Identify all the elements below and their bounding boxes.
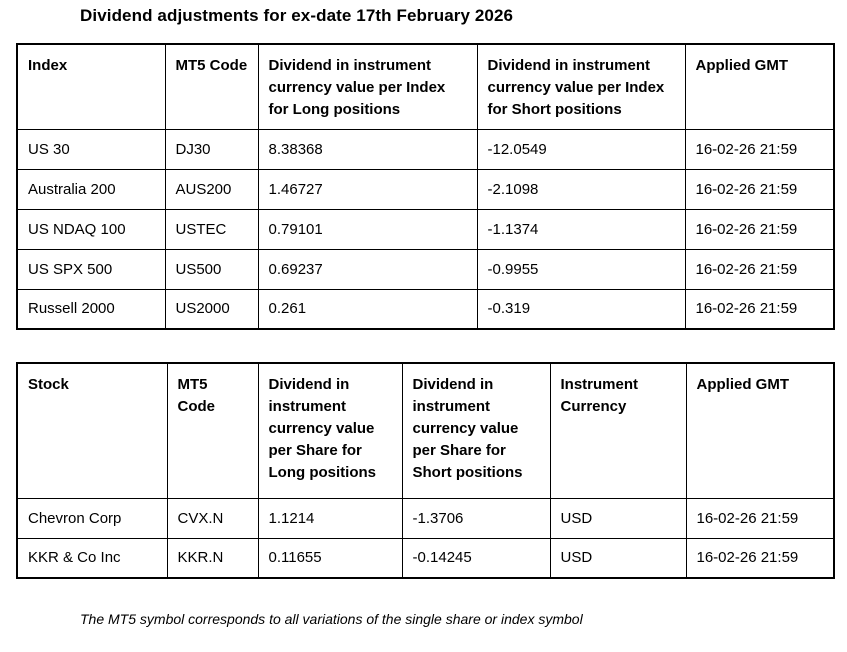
index-name-cell: Russell 2000: [16, 288, 166, 330]
index-name-cell: US SPX 500: [16, 248, 166, 290]
dividend-short-cell: -0.14245: [401, 537, 551, 579]
table-row: Australia 200 AUS200 1.46727 -2.1098 16-…: [16, 168, 835, 210]
mt5-code-cell: AUS200: [164, 168, 259, 210]
table-row: Russell 2000 US2000 0.261 -0.319 16-02-2…: [16, 288, 835, 330]
table-row: US 30 DJ30 8.38368 -12.0549 16-02-26 21:…: [16, 128, 835, 170]
column-header-applied-gmt: Applied GMT: [685, 362, 835, 499]
index-dividends-table: Index MT5 Code Dividend in instrument cu…: [16, 43, 835, 330]
dividend-short-cell: -0.319: [476, 288, 686, 330]
stock-name-cell: KKR & Co Inc: [16, 537, 168, 579]
page-title: Dividend adjustments for ex-date 17th Fe…: [80, 6, 514, 25]
column-header-stock: Stock: [16, 362, 168, 499]
dividend-long-cell: 0.69237: [257, 248, 478, 290]
column-header-applied-gmt: Applied GMT: [684, 43, 835, 130]
applied-gmt-cell: 16-02-26 21:59: [684, 168, 835, 210]
table-row: US SPX 500 US500 0.69237 -0.9955 16-02-2…: [16, 248, 835, 290]
column-header-index: Index: [16, 43, 166, 130]
dividend-long-cell: 1.46727: [257, 168, 478, 210]
dividend-short-cell: -12.0549: [476, 128, 686, 170]
dividend-short-cell: -0.9955: [476, 248, 686, 290]
mt5-code-cell: DJ30: [164, 128, 259, 170]
mt5-code-cell: CVX.N: [166, 497, 259, 539]
mt5-code-cell: USTEC: [164, 208, 259, 250]
applied-gmt-cell: 16-02-26 21:59: [684, 208, 835, 250]
dividend-long-cell: 0.261: [257, 288, 478, 330]
column-header-dividend-short: Dividend in instrument currency value pe…: [401, 362, 551, 499]
applied-gmt-cell: 16-02-26 21:59: [684, 288, 835, 330]
table-row: US NDAQ 100 USTEC 0.79101 -1.1374 16-02-…: [16, 208, 835, 250]
dividend-short-cell: -1.3706: [401, 497, 551, 539]
mt5-code-cell: KKR.N: [166, 537, 259, 579]
dividend-long-cell: 8.38368: [257, 128, 478, 170]
column-header-dividend-long: Dividend in instrument currency value pe…: [257, 362, 403, 499]
stock-dividends-table: Stock MT5 Code Dividend in instrument cu…: [16, 362, 835, 579]
index-name-cell: US 30: [16, 128, 166, 170]
applied-gmt-cell: 16-02-26 21:59: [684, 248, 835, 290]
column-header-mt5-code: MT5 Code: [164, 43, 259, 130]
dividend-short-cell: -2.1098: [476, 168, 686, 210]
table-row: KKR & Co Inc KKR.N 0.11655 -0.14245 USD …: [16, 537, 835, 579]
column-header-mt5-code: MT5 Code: [166, 362, 259, 499]
column-header-dividend-long: Dividend in instrument currency value pe…: [257, 43, 478, 130]
table-row: Chevron Corp CVX.N 1.1214 -1.3706 USD 16…: [16, 497, 835, 539]
index-name-cell: US NDAQ 100: [16, 208, 166, 250]
dividend-long-cell: 0.79101: [257, 208, 478, 250]
mt5-code-cell: US500: [164, 248, 259, 290]
dividend-long-cell: 1.1214: [257, 497, 403, 539]
instrument-currency-cell: USD: [549, 537, 687, 579]
dividend-long-cell: 0.11655: [257, 537, 403, 579]
column-header-instrument-currency: Instrument Currency: [549, 362, 687, 499]
instrument-currency-cell: USD: [549, 497, 687, 539]
stock-name-cell: Chevron Corp: [16, 497, 168, 539]
index-table-header-row: Index MT5 Code Dividend in instrument cu…: [16, 43, 835, 130]
dividend-short-cell: -1.1374: [476, 208, 686, 250]
footnote-text: The MT5 symbol corresponds to all variat…: [80, 611, 583, 627]
column-header-dividend-short: Dividend in instrument currency value pe…: [476, 43, 686, 130]
applied-gmt-cell: 16-02-26 21:59: [685, 497, 835, 539]
stock-table-header-row: Stock MT5 Code Dividend in instrument cu…: [16, 362, 835, 499]
index-name-cell: Australia 200: [16, 168, 166, 210]
applied-gmt-cell: 16-02-26 21:59: [685, 537, 835, 579]
applied-gmt-cell: 16-02-26 21:59: [684, 128, 835, 170]
mt5-code-cell: US2000: [164, 288, 259, 330]
